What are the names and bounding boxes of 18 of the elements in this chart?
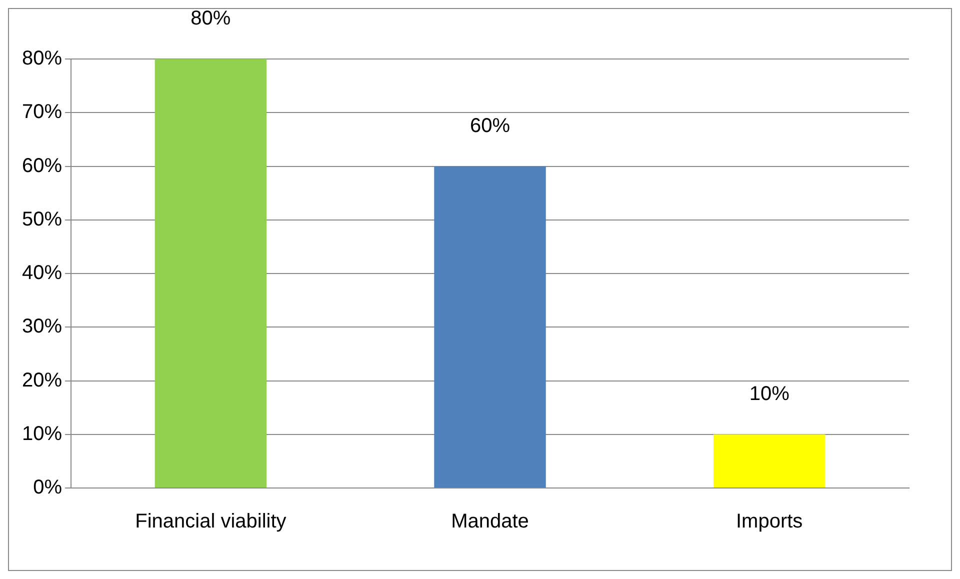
y-tick-label: 10% bbox=[22, 422, 62, 445]
x-tick-label: Imports bbox=[736, 510, 803, 533]
y-tick-label: 80% bbox=[22, 48, 62, 70]
y-tick-label: 20% bbox=[22, 369, 62, 392]
y-tick-label: 50% bbox=[22, 208, 62, 230]
y-tick-label: 70% bbox=[22, 101, 62, 124]
y-tick-label: 60% bbox=[22, 154, 62, 177]
bar bbox=[434, 166, 546, 488]
data-label: 80% bbox=[190, 8, 231, 30]
y-tick-label: 0% bbox=[33, 476, 62, 499]
y-tick-label: 40% bbox=[22, 262, 62, 284]
data-label: 10% bbox=[749, 382, 790, 405]
bar bbox=[713, 434, 826, 488]
y-tick-label: 30% bbox=[22, 316, 62, 338]
x-tick-label: Mandate bbox=[451, 510, 529, 533]
data-label: 60% bbox=[470, 114, 510, 137]
bar bbox=[154, 59, 267, 488]
x-tick-label: Financial viability bbox=[135, 510, 286, 533]
